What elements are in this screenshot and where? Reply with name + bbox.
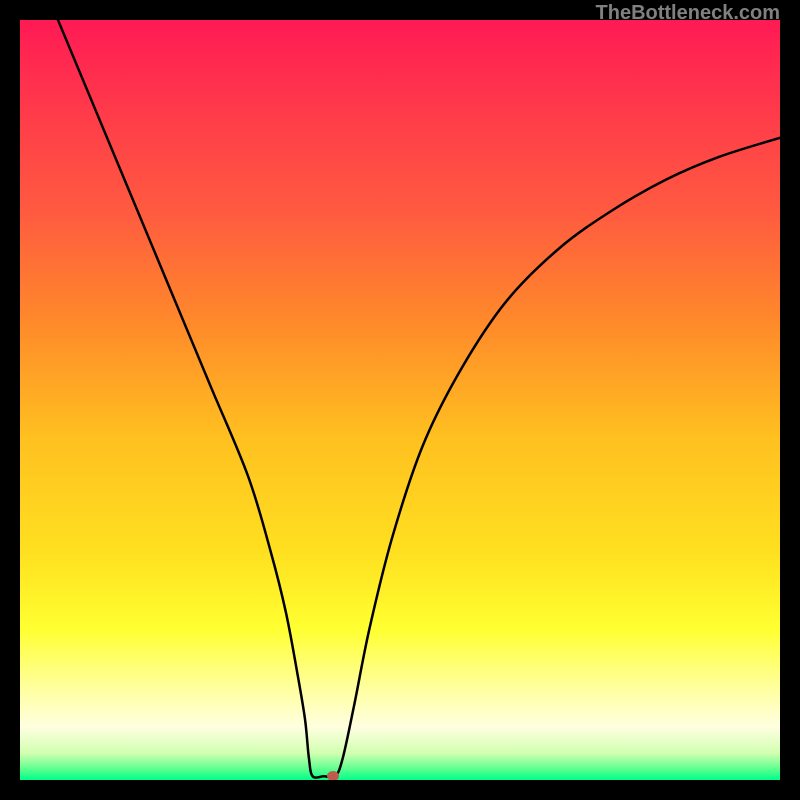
plot-frame (20, 20, 780, 780)
chart-curve-svg (20, 20, 780, 780)
chart-curve-path (58, 20, 780, 778)
chart-minimum-marker (327, 771, 339, 780)
watermark: TheBottleneck.com (596, 2, 780, 25)
